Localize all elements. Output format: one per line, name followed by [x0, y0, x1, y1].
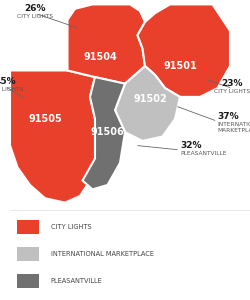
Polygon shape: [82, 77, 125, 189]
Text: 23%: 23%: [222, 79, 243, 88]
Polygon shape: [68, 4, 145, 84]
FancyBboxPatch shape: [17, 247, 39, 261]
Text: CITY LIGHTS: CITY LIGHTS: [17, 14, 53, 19]
Text: 37%: 37%: [218, 112, 239, 121]
Text: INTERNATIONAL
MARKETPLACE: INTERNATIONAL MARKETPLACE: [218, 122, 250, 134]
Text: PLEASANTVILLE: PLEASANTVILLE: [180, 151, 226, 156]
Text: 91505: 91505: [28, 114, 62, 124]
Text: INTERNATIONAL MARKETPLACE: INTERNATIONAL MARKETPLACE: [51, 251, 154, 257]
Polygon shape: [10, 70, 95, 203]
Text: 91504: 91504: [83, 52, 117, 62]
Text: 26%: 26%: [24, 4, 46, 13]
Polygon shape: [138, 4, 230, 97]
FancyBboxPatch shape: [17, 220, 39, 234]
FancyBboxPatch shape: [17, 274, 39, 288]
Text: 91506: 91506: [90, 127, 124, 137]
Text: CITY LIGHTS: CITY LIGHTS: [214, 89, 250, 94]
Polygon shape: [115, 66, 180, 141]
Text: 32%: 32%: [180, 141, 202, 150]
Text: 91501: 91501: [163, 61, 197, 71]
Text: 45%: 45%: [0, 77, 16, 86]
Text: CITY LIGHTS: CITY LIGHTS: [51, 224, 92, 230]
Text: CITY LIGHTS: CITY LIGHTS: [0, 87, 23, 92]
Text: PLEASANTVILLE: PLEASANTVILLE: [51, 278, 102, 284]
Text: 91502: 91502: [133, 94, 167, 104]
